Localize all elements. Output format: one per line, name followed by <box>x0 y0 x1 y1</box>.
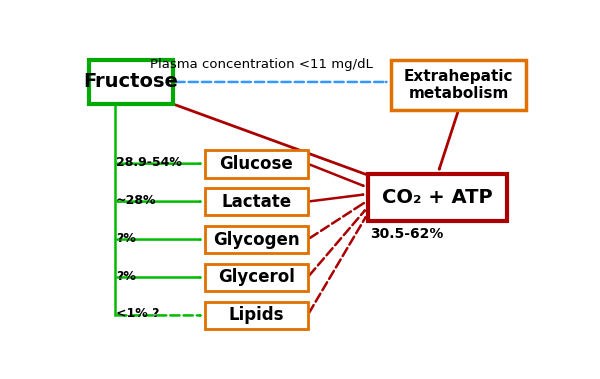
FancyBboxPatch shape <box>368 174 508 221</box>
FancyBboxPatch shape <box>205 264 308 291</box>
Text: Glycogen: Glycogen <box>213 230 299 249</box>
Text: 28.9-54%: 28.9-54% <box>116 156 182 169</box>
FancyBboxPatch shape <box>205 302 308 329</box>
Text: Fructose: Fructose <box>83 72 178 91</box>
Text: ~28%: ~28% <box>116 194 157 207</box>
Text: CO₂ + ATP: CO₂ + ATP <box>382 188 493 207</box>
Text: ?%: ?% <box>116 269 136 282</box>
FancyBboxPatch shape <box>205 226 308 254</box>
Text: Extrahepatic
metabolism: Extrahepatic metabolism <box>404 69 514 101</box>
FancyBboxPatch shape <box>205 150 308 177</box>
FancyBboxPatch shape <box>391 60 526 110</box>
Text: Glucose: Glucose <box>220 155 293 173</box>
Text: 30.5-62%: 30.5-62% <box>370 227 443 241</box>
FancyBboxPatch shape <box>89 60 173 104</box>
FancyBboxPatch shape <box>205 188 308 216</box>
Text: Lipids: Lipids <box>229 307 284 324</box>
Text: <1% ?: <1% ? <box>116 307 160 321</box>
Text: Plasma concentration <11 mg/dL: Plasma concentration <11 mg/dL <box>149 58 373 71</box>
Text: ?%: ?% <box>116 232 136 244</box>
Text: Glycerol: Glycerol <box>218 268 295 287</box>
Text: Lactate: Lactate <box>221 193 292 211</box>
